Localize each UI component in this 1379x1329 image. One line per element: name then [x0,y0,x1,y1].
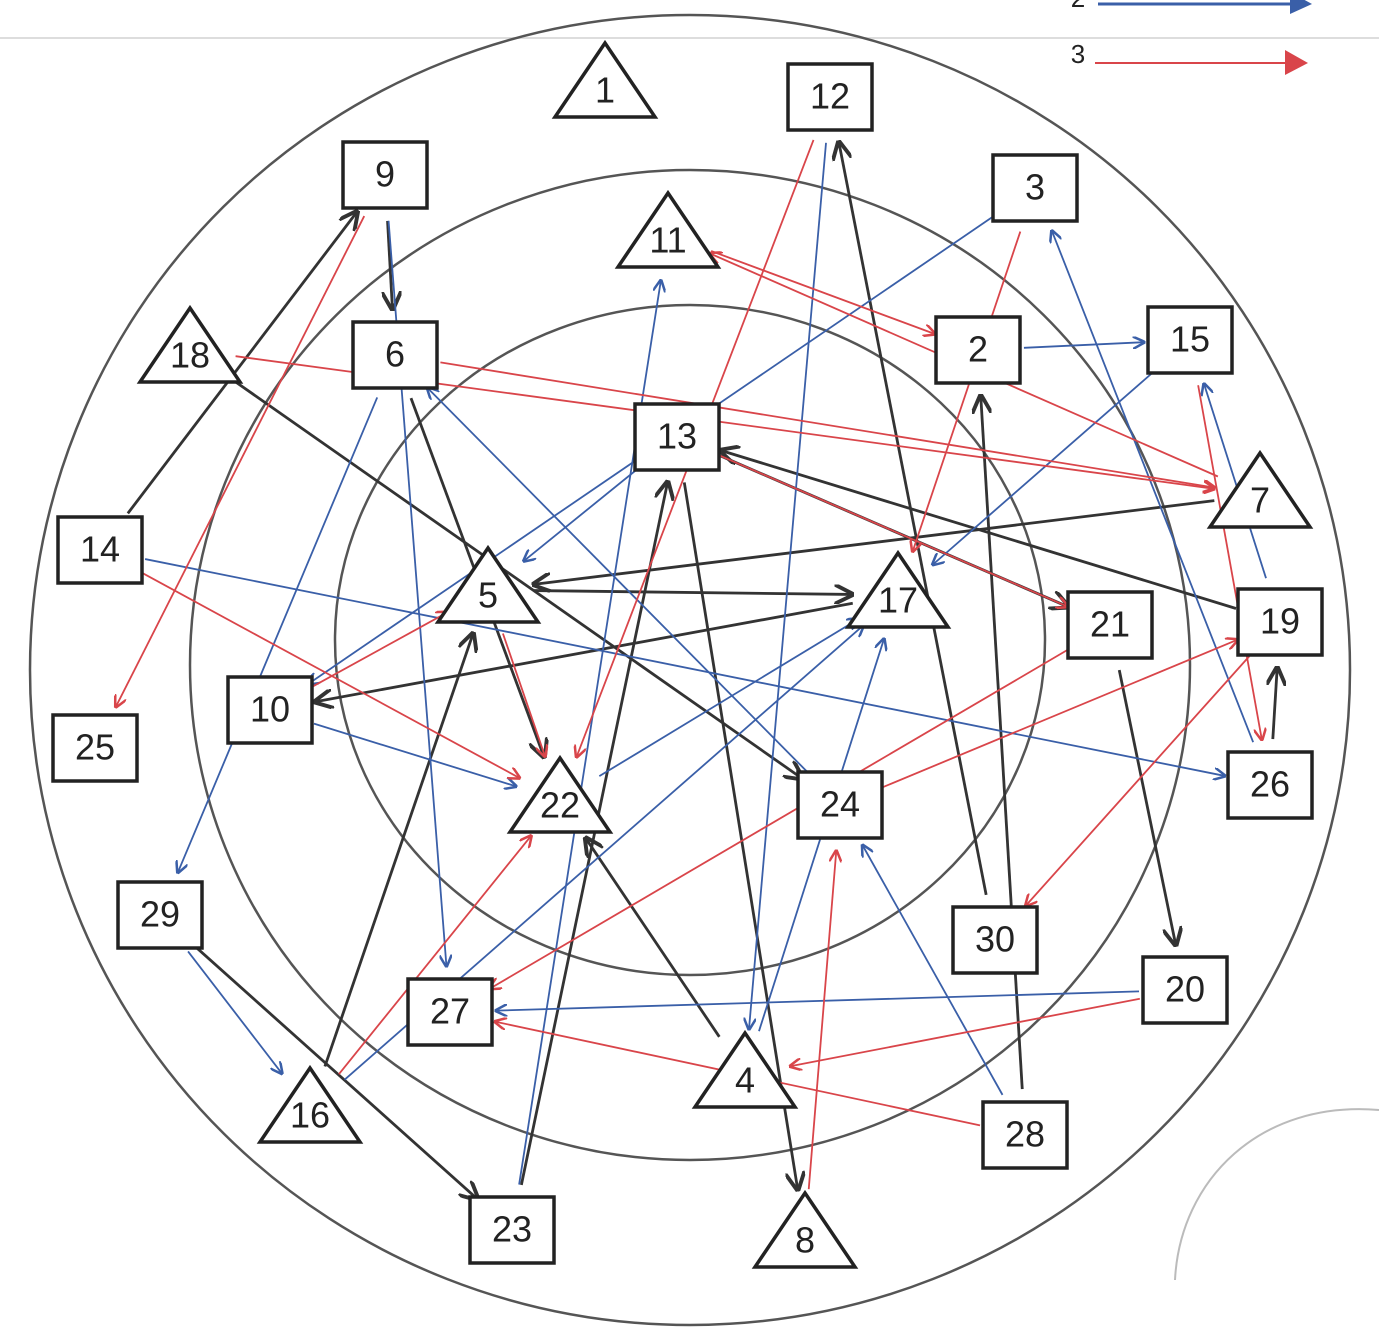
sociogram: 2 3 1 12 9 3 11 18 6 2 15 13 7 14 5 17 21 19 10 25 22 24 26 2… [0,0,1379,1329]
node: 7 [1210,453,1310,527]
node: 30 [953,907,1037,973]
node: 21 [1068,592,1152,658]
node-label: 24 [820,784,860,825]
node: 10 [228,677,312,743]
scan-arc [1175,1109,1379,1280]
node: 27 [408,979,492,1045]
node: 1 [555,43,655,117]
node: 22 [510,758,610,832]
node-label: 19 [1260,601,1300,642]
node: 8 [755,1193,855,1267]
node-label: 29 [140,894,180,935]
edge [1198,385,1262,739]
legend-arrow [1285,50,1308,75]
node-label: 8 [795,1220,815,1261]
edge [1024,342,1144,348]
node-label: 15 [1170,319,1210,360]
node-label: 26 [1250,764,1290,805]
edges [116,140,1277,1199]
node: 18 [140,308,240,382]
node-label: 17 [878,580,918,621]
edge [315,603,853,701]
edge [1273,668,1277,739]
node: 6 [353,322,437,388]
node: 9 [343,142,427,208]
edge [503,634,545,757]
node-label: 28 [1005,1114,1045,1155]
node: 26 [1228,752,1312,818]
node-label: 16 [290,1095,330,1136]
node-label: 27 [430,991,470,1032]
node-label: 30 [975,919,1015,960]
node-label: 6 [385,334,405,375]
node: 14 [58,517,142,583]
node: 19 [1238,589,1322,655]
node-label: 10 [250,689,290,730]
legend-label: 2 [1071,0,1085,13]
node-label: 11 [649,220,686,261]
node: 28 [983,1102,1067,1168]
node: 29 [118,882,202,948]
node: 20 [1143,957,1227,1023]
node-label: 2 [968,329,988,370]
node-label: 21 [1090,604,1130,645]
node-label: 14 [80,529,120,570]
edge [314,724,516,787]
edge [790,999,1140,1067]
node-label: 13 [657,416,697,457]
node: 24 [798,772,882,838]
node-label: 18 [170,335,210,376]
outer-ring [30,15,1350,1325]
node: 11 [618,193,718,267]
node-label: 23 [492,1209,532,1250]
edge [496,991,1139,1010]
node-label: 5 [478,575,498,616]
node: 12 [788,64,872,130]
node-label: 7 [1250,480,1270,521]
legend-arrow [1290,0,1312,14]
node: 13 [635,404,719,470]
node: 23 [470,1197,554,1263]
node-label: 12 [810,76,850,117]
node-label: 22 [540,785,580,826]
nodes: 1 12 9 3 11 18 6 2 15 13 7 14 5 17 21 19 10 25 22 24 26 29 30 2… [53,43,1322,1267]
node-label: 9 [375,154,395,195]
node-label: 1 [595,70,615,111]
node: 2 [936,317,1020,383]
node-label: 20 [1165,969,1205,1010]
node-label: 25 [75,727,115,768]
edge [178,397,377,872]
legend-label: 3 [1071,39,1085,69]
edge [882,640,1237,788]
node-label: 4 [735,1060,755,1101]
edge [1026,656,1250,905]
node: 15 [1148,307,1232,373]
edge [310,612,447,688]
node-label: 3 [1025,167,1045,208]
edge [534,591,852,595]
middle-ring [190,170,1190,1160]
node: 4 [695,1033,795,1107]
node: 25 [53,715,137,781]
edge [981,396,1023,1089]
node: 3 [993,155,1077,221]
